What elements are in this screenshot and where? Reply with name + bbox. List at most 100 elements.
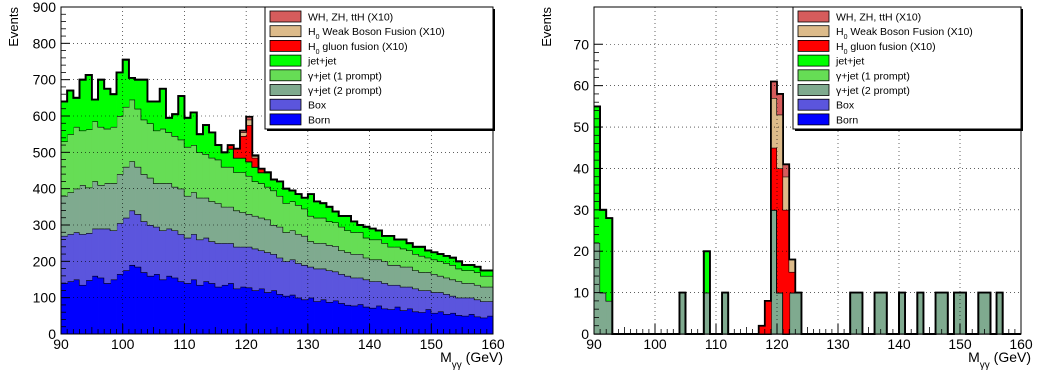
histogram-bar [283, 295, 290, 334]
histogram-bar [486, 275, 494, 287]
histogram-bar [480, 317, 488, 334]
y-tick-label: 800 [33, 35, 57, 51]
histogram-bar [165, 275, 173, 334]
histogram-bar [221, 206, 229, 244]
x-tick-label: 150 [948, 336, 972, 352]
histogram-bar [61, 195, 68, 236]
histogram-bar [178, 281, 185, 334]
histogram-bar [443, 294, 451, 315]
histogram-bar [326, 244, 333, 271]
histogram-bar [91, 99, 99, 122]
legend-label: γ+jet (1 prompt) [836, 70, 910, 82]
histogram-bar [239, 212, 247, 247]
histogram-bar [412, 254, 420, 271]
x-tick-label: 140 [358, 336, 382, 352]
histogram-bar [258, 250, 266, 289]
histogram-bar [351, 277, 358, 306]
histogram-bar [394, 284, 401, 307]
histogram-bar [783, 209, 790, 334]
legend-swatch [797, 98, 830, 111]
y-tick-label: 100 [33, 290, 57, 306]
histogram-bar [289, 294, 296, 334]
histogram-bar [196, 284, 204, 334]
histogram-bar [480, 270, 488, 276]
histogram-bar [215, 203, 222, 244]
histogram-bar [172, 135, 179, 187]
histogram-bar [394, 264, 401, 285]
y-tick-label: 20 [573, 243, 589, 259]
histogram-bar [85, 280, 93, 334]
histogram-bar [215, 145, 222, 160]
histogram-bar [722, 292, 729, 334]
histogram-bar [369, 228, 377, 240]
histogram-bar [388, 284, 395, 310]
y-axis-label: Events [539, 7, 554, 47]
histogram-bar [770, 98, 778, 148]
histogram-bar [98, 185, 105, 229]
histogram-bar [468, 270, 475, 284]
histogram-bar [338, 226, 346, 251]
legend-label: H0 gluon fusion (X10) [836, 41, 936, 56]
x-tick-label: 100 [643, 336, 667, 352]
histogram-bar [277, 181, 284, 196]
histogram-bar [153, 130, 161, 184]
histogram-bar [462, 315, 469, 334]
y-tick-label: 30 [573, 202, 589, 218]
x-tick-label: 90 [53, 336, 69, 352]
histogram-bar [418, 255, 426, 273]
histogram-bar [789, 292, 796, 334]
histogram-bar [326, 206, 333, 222]
legend-label: jet+jet [307, 56, 336, 68]
histogram-bar [141, 79, 148, 120]
histogram-bar [270, 225, 278, 255]
y-tick-label: 70 [573, 36, 589, 52]
histogram-bar [406, 266, 414, 287]
histogram-bar [783, 176, 790, 210]
histogram-bar [91, 228, 99, 276]
histogram-bar [147, 275, 154, 334]
histogram-bar [246, 125, 253, 162]
histogram-bar [770, 81, 778, 99]
histogram-bar [233, 157, 241, 173]
histogram-bar [135, 266, 142, 334]
histogram-bar [369, 239, 377, 260]
histogram-bar [480, 275, 488, 287]
histogram-bar [135, 214, 142, 267]
histogram-bar [307, 241, 315, 267]
histogram-bar [388, 235, 395, 247]
histogram-bar [412, 270, 420, 289]
histogram-bar [363, 306, 370, 334]
histogram-bar [122, 217, 130, 271]
histogram-bar [425, 250, 432, 258]
histogram-bar [178, 139, 185, 189]
histogram-bar [486, 315, 494, 334]
histogram-bar [233, 210, 241, 247]
histogram-bar [425, 290, 432, 310]
histogram-bar [159, 183, 167, 231]
histogram-bar [270, 254, 278, 291]
histogram-bar [159, 230, 167, 280]
histogram-bar [264, 186, 272, 220]
legend-swatch [797, 25, 830, 38]
histogram-bar [474, 266, 482, 273]
y-tick-label: 10 [573, 285, 589, 301]
histogram-bar [227, 206, 235, 244]
histogram-bar [332, 222, 340, 247]
histogram-bar [332, 300, 340, 334]
histogram-bar [79, 234, 87, 285]
histogram-bar [795, 292, 802, 334]
histogram-bar [850, 292, 857, 334]
histogram-bar [73, 126, 80, 189]
histogram-bar [468, 264, 475, 271]
histogram-bar [455, 261, 463, 269]
histogram-bar [758, 325, 766, 334]
histogram-bar [307, 194, 315, 216]
histogram-bar [178, 96, 185, 140]
histogram-bar [960, 292, 967, 334]
histogram-bar [443, 263, 451, 278]
histogram-bar [110, 279, 117, 334]
histogram-bar [437, 254, 445, 262]
histogram-bar [703, 292, 711, 334]
histogram-bar [227, 283, 235, 334]
